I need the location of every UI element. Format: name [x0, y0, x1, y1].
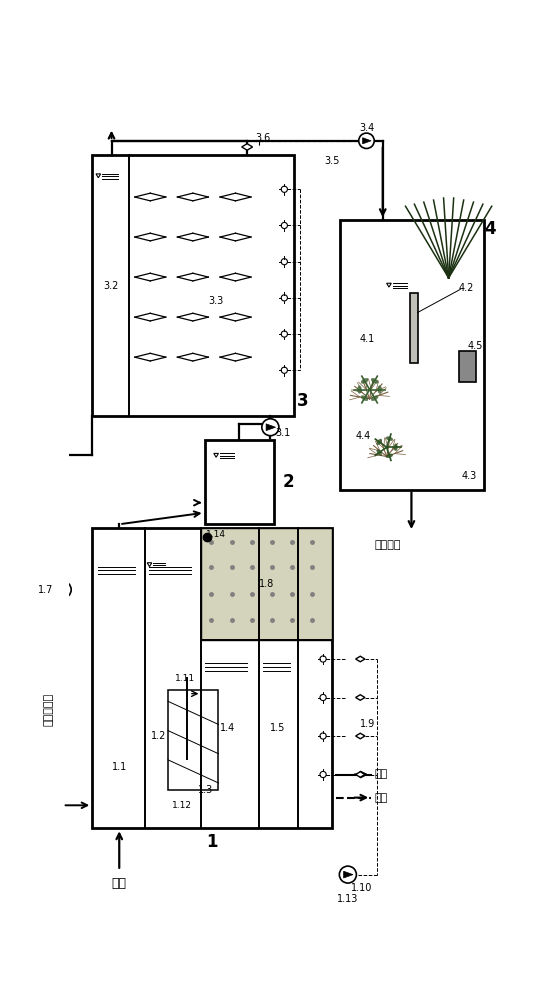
Text: 空气: 空气 — [375, 793, 388, 803]
Circle shape — [262, 419, 279, 436]
Polygon shape — [355, 733, 365, 739]
Text: 污水: 污水 — [375, 770, 388, 780]
Polygon shape — [355, 695, 365, 700]
Bar — [340, 220, 483, 490]
Ellipse shape — [394, 444, 397, 451]
Text: 2: 2 — [283, 473, 294, 491]
Text: 4: 4 — [484, 220, 495, 238]
Circle shape — [320, 694, 326, 701]
Circle shape — [281, 331, 288, 337]
Text: 3.2: 3.2 — [104, 281, 119, 291]
Text: 1.8: 1.8 — [259, 579, 274, 589]
Text: 1.3: 1.3 — [198, 785, 213, 795]
Text: 4.4: 4.4 — [356, 431, 371, 441]
Bar — [201, 528, 332, 640]
Circle shape — [320, 733, 326, 739]
Bar — [92, 155, 294, 416]
Polygon shape — [387, 283, 391, 287]
Bar — [168, 690, 218, 790]
Ellipse shape — [378, 386, 382, 393]
Circle shape — [281, 367, 288, 373]
Ellipse shape — [386, 437, 393, 441]
Text: 4.2: 4.2 — [459, 283, 474, 293]
Text: 3.3: 3.3 — [208, 296, 224, 306]
Circle shape — [281, 295, 288, 301]
Polygon shape — [363, 138, 371, 144]
Bar — [458, 351, 476, 382]
Text: 1.12: 1.12 — [172, 801, 192, 810]
Text: 污水: 污水 — [112, 877, 127, 890]
Ellipse shape — [386, 454, 393, 458]
Bar — [92, 528, 332, 828]
Text: 1: 1 — [207, 833, 218, 851]
Polygon shape — [266, 424, 276, 431]
Ellipse shape — [358, 386, 361, 393]
Circle shape — [54, 581, 71, 598]
Text: 4.3: 4.3 — [462, 471, 477, 481]
Text: 3.5: 3.5 — [325, 156, 340, 166]
Circle shape — [320, 656, 326, 662]
Bar — [204, 440, 274, 524]
Text: 1.5: 1.5 — [271, 723, 286, 733]
Text: 4.5: 4.5 — [468, 341, 483, 351]
Text: 1.4: 1.4 — [220, 723, 235, 733]
Text: 1.2: 1.2 — [151, 731, 166, 741]
Circle shape — [320, 771, 326, 778]
Text: 1.10: 1.10 — [351, 883, 372, 893]
Bar — [410, 293, 418, 363]
Circle shape — [339, 866, 356, 883]
Ellipse shape — [361, 378, 368, 383]
Text: 1.1: 1.1 — [112, 762, 127, 772]
Text: 1.9: 1.9 — [360, 719, 376, 729]
Ellipse shape — [371, 378, 378, 383]
Text: 1.13: 1.13 — [337, 894, 359, 904]
Polygon shape — [344, 871, 353, 878]
Ellipse shape — [361, 396, 368, 401]
Circle shape — [281, 222, 288, 229]
Polygon shape — [214, 453, 218, 457]
Text: 3.1: 3.1 — [275, 428, 290, 438]
Text: 4.1: 4.1 — [360, 334, 375, 344]
Polygon shape — [355, 772, 365, 777]
Polygon shape — [58, 586, 68, 593]
Polygon shape — [242, 144, 252, 150]
Text: 1.11: 1.11 — [175, 674, 195, 683]
Text: 3: 3 — [297, 392, 309, 410]
Polygon shape — [96, 174, 101, 178]
Text: 3.6: 3.6 — [255, 133, 270, 143]
Text: 1.7: 1.7 — [38, 585, 53, 595]
Polygon shape — [355, 656, 365, 662]
Ellipse shape — [377, 450, 382, 456]
Text: 1.14: 1.14 — [206, 530, 226, 539]
Text: 达标排放: 达标排放 — [375, 540, 402, 550]
Polygon shape — [147, 563, 152, 567]
Ellipse shape — [377, 439, 382, 445]
Text: 3.4: 3.4 — [359, 123, 374, 133]
Circle shape — [359, 133, 374, 148]
Ellipse shape — [371, 396, 378, 401]
Circle shape — [281, 186, 288, 192]
Text: 硝化液回流: 硝化液回流 — [44, 692, 54, 726]
Circle shape — [281, 259, 288, 265]
